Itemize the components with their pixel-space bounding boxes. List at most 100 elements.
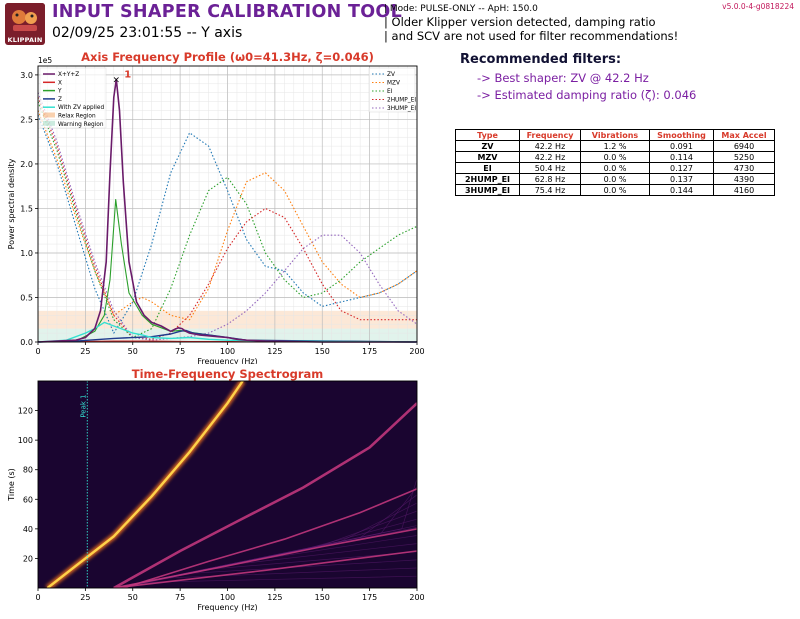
y-tick-label: 2.0 <box>20 160 33 169</box>
table-cell: 62.8 Hz <box>519 173 581 185</box>
x-tick-label: 150 <box>315 347 330 356</box>
table-cell: 0.0 % <box>580 173 650 185</box>
series-line-ei <box>37 101 418 339</box>
page-title: INPUT SHAPER CALIBRATION TOOL <box>52 2 403 22</box>
plot-frame <box>37 65 418 343</box>
legend-label: Warning Region <box>58 122 104 128</box>
x-tick-label: 0 <box>35 347 40 356</box>
table-cell: 2HUMP_EI <box>455 173 520 185</box>
series-line-x-y-z <box>37 78 417 343</box>
table-cell: 4730 <box>713 162 775 174</box>
y-tick-label: 1.0 <box>20 249 33 258</box>
y-scale-label: 1e5 <box>38 56 52 65</box>
table-cell: 42.2 Hz <box>519 151 581 163</box>
peak-marker-label: Peak 1 <box>79 394 87 417</box>
warning-line-1: | Older Klipper version detected, dampin… <box>384 15 656 29</box>
table-header: Type <box>455 129 520 141</box>
y-axis-label: Time (s) <box>7 468 16 502</box>
x-tick-label: 150 <box>315 593 330 602</box>
legend-swatch <box>43 120 55 126</box>
spectrogram-line <box>123 488 417 588</box>
psd-chart-title: Axis Frequency Profile (ω0=41.3Hz, ζ=0.0… <box>81 50 374 64</box>
table-cell: 1.2 % <box>580 140 650 152</box>
y-tick-label: 0.5 <box>20 293 33 302</box>
x-tick-label: 200 <box>409 593 424 602</box>
table-cell: MZV <box>455 151 520 163</box>
table-header: Max Accel <box>713 129 775 141</box>
table-header: Smoothing <box>649 129 714 141</box>
page-subtitle: 02/09/25 23:01:55 -- Y axis <box>52 25 243 41</box>
spectrogram-chart: Time-Frequency Spectrogram Peak 1 0 25 50 75 1… <box>7 367 425 612</box>
spectrogram-line <box>113 528 417 588</box>
peak-marker: × <box>112 75 120 85</box>
best-shaper-line: -> Best shaper: ZV @ 42.2 Hz <box>477 71 649 85</box>
logo-text: KLIPPAIN <box>7 36 43 44</box>
x-tick-label: 75 <box>175 347 185 356</box>
mode-line: | Mode: PULSE-ONLY -- ApH: 150.0 <box>384 4 538 14</box>
damping-ratio-line: -> Estimated damping ratio (ζ): 0.046 <box>477 88 697 102</box>
y-tick-label: 0.0 <box>20 338 33 347</box>
x-tick-label: 175 <box>362 347 377 356</box>
x-tick-label: 125 <box>267 593 282 602</box>
x-axis-label: Frequency (Hz) <box>197 357 257 364</box>
x-tick-label: 50 <box>128 347 138 356</box>
filters-table: Type Frequency Vibrations Smoothing Max … <box>455 129 775 196</box>
legend-label: Y <box>57 89 62 95</box>
series-line-zv <box>37 114 418 334</box>
legend-label: 2HUMP_EI <box>387 98 416 104</box>
y-tick-label: 40 <box>23 525 33 534</box>
x-tick-label: 100 <box>220 593 235 602</box>
table-row: 2HUMP_EI 62.8 Hz 0.0 % 0.137 4390 <box>455 173 775 185</box>
resonance-curve <box>46 381 244 588</box>
y-axis-label: Power spectral density <box>7 158 16 249</box>
spectrogram-line <box>113 550 417 588</box>
table-cell: ZV <box>455 140 520 152</box>
x-tick-label: 175 <box>362 593 377 602</box>
y-tick-label: 3.0 <box>20 71 33 80</box>
logo-mascot-icon <box>5 3 45 37</box>
y-tick-label: 20 <box>23 554 33 563</box>
y-tick-label: 120 <box>18 407 33 416</box>
series-line-2hump-ei <box>37 97 417 340</box>
table-row: MZV 42.2 Hz 0.0 % 0.114 5250 <box>455 151 775 163</box>
table-cell: 6940 <box>713 140 775 152</box>
table-header: Frequency <box>519 129 581 141</box>
legend-label: MZV <box>387 81 400 87</box>
legend-box <box>39 67 107 129</box>
legend-label: X+Y+Z <box>58 72 79 78</box>
x-tick-label: 75 <box>175 593 185 602</box>
spectrogram-content <box>45 381 417 588</box>
series-line-3hump-ei <box>37 92 418 341</box>
table-cell: 0.091 <box>649 140 714 152</box>
x-tick-label: 0 <box>35 593 40 602</box>
legend-label: ZV <box>387 72 395 78</box>
spectrogram-title: Time-Frequency Spectrogram <box>132 367 324 381</box>
legend-label: Z <box>58 97 62 103</box>
table-row: 3HUMP_EI 75.4 Hz 0.0 % 0.144 4160 <box>455 184 775 196</box>
table-cell: 50.4 Hz <box>519 162 581 174</box>
table-cell: EI <box>455 162 520 174</box>
y-tick-label: 60 <box>23 495 33 504</box>
table-cell: 0.0 % <box>580 162 650 174</box>
table-cell: 5250 <box>713 151 775 163</box>
x-tick-label: 25 <box>80 347 90 356</box>
table-cell: 0.137 <box>649 173 714 185</box>
legend-label: 3HUMP_EI <box>387 106 416 112</box>
y-tick-label: 100 <box>18 436 33 445</box>
y-tick-label: 80 <box>23 466 33 475</box>
table-cell: 4160 <box>713 184 775 196</box>
x-tick-label: 100 <box>220 347 235 356</box>
table-cell: 0.127 <box>649 162 714 174</box>
legend-right: ZV MZV EI 2HUMP_EI 3HUMP_EI <box>368 67 416 113</box>
table-cell: 3HUMP_EI <box>455 184 520 196</box>
x-tick-label: 50 <box>128 593 138 602</box>
x-tick-label: 200 <box>409 347 424 356</box>
legend-label: EI <box>387 89 393 95</box>
peak-label: 1 <box>124 69 131 80</box>
legend-left: X+Y+Z XYZ With ZV applied Relax Region Warni… <box>39 67 107 129</box>
spectrogram-background <box>38 381 417 588</box>
version-label: v5.0.0-4-g0818224 <box>722 2 794 11</box>
table-cell: 0.144 <box>649 184 714 196</box>
legend-box <box>368 67 416 113</box>
psd-chart: Axis Frequency Profile (ω0=41.3Hz, ζ=0.0… <box>7 50 425 364</box>
